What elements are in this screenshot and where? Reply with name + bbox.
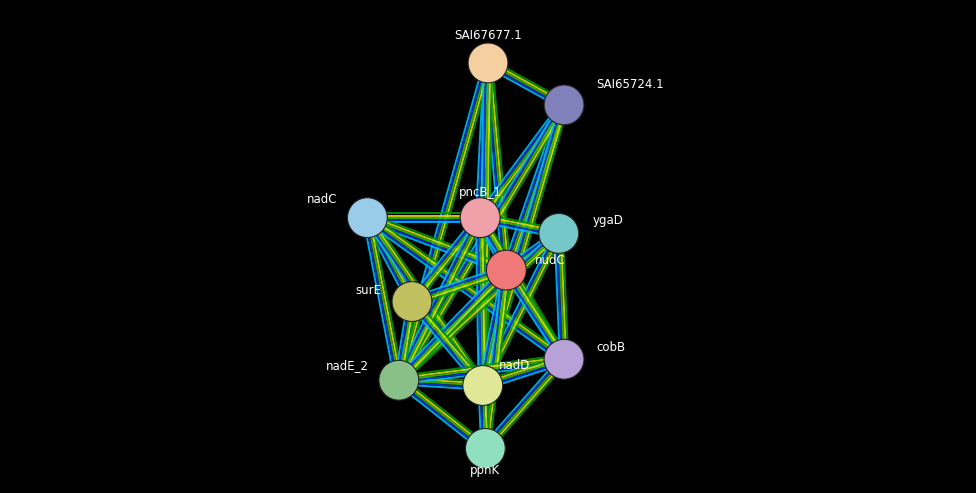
Circle shape	[539, 213, 579, 253]
Text: pncB_1: pncB_1	[459, 186, 502, 199]
Text: ppnK: ppnK	[470, 464, 501, 477]
Text: surE: surE	[355, 283, 382, 296]
Circle shape	[379, 360, 419, 400]
Circle shape	[486, 250, 526, 290]
Circle shape	[347, 198, 387, 238]
Text: nadE_2: nadE_2	[325, 359, 368, 372]
Circle shape	[544, 85, 584, 125]
Text: SAI67677.1: SAI67677.1	[454, 29, 522, 42]
Circle shape	[461, 198, 500, 238]
Circle shape	[468, 43, 508, 83]
Text: ygaD: ygaD	[592, 214, 624, 227]
Text: nadC: nadC	[306, 193, 337, 206]
Text: cobB: cobB	[596, 341, 626, 354]
Text: nudC: nudC	[535, 254, 566, 267]
Circle shape	[466, 428, 506, 468]
Circle shape	[392, 282, 432, 321]
Circle shape	[544, 339, 584, 379]
Circle shape	[463, 365, 503, 405]
Text: SAI65724.1: SAI65724.1	[596, 78, 665, 92]
Text: nadD: nadD	[499, 359, 530, 372]
